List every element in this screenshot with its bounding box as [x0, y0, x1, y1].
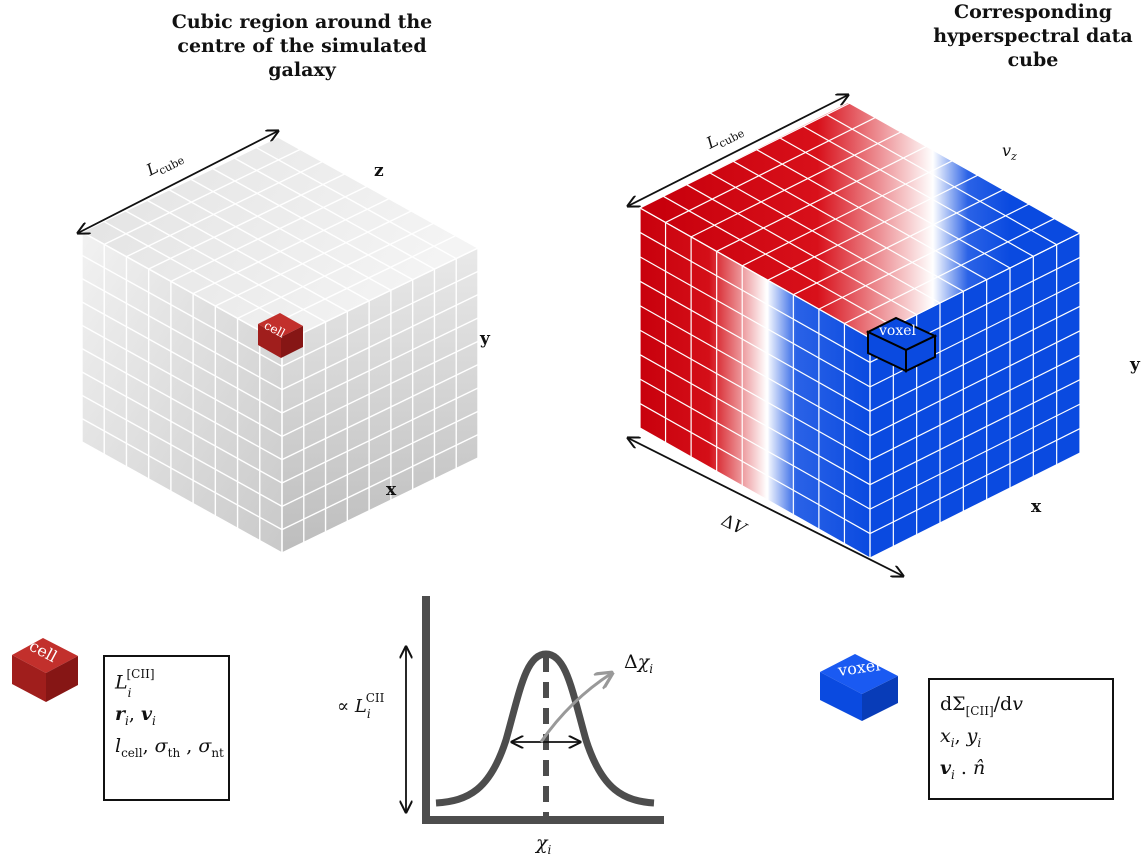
cube-front-face: [82, 232, 282, 553]
lcube-label: Lcube: [142, 146, 186, 183]
cell-luminosity: Li[CII]: [115, 667, 155, 701]
voxel-properties-box: dΣ[CII]/dv xi, yi vi . n̂: [928, 678, 1114, 800]
profile-ylabel: ∝ LiCII: [337, 691, 385, 721]
line-profile: ∝ LiCII χi Δχi: [337, 596, 664, 856]
voxel-icon: voxel: [820, 654, 898, 721]
x-axis-label-right: x: [1031, 497, 1042, 517]
cell-icon: cell: [12, 636, 78, 702]
cell-highlight: cell: [258, 313, 303, 358]
simulation-cube: cell Lcube z y x: [78, 131, 491, 554]
lcube-arrow-right: [628, 95, 848, 206]
voxel-velocity: vi . n̂: [940, 756, 986, 782]
voxel-label: voxel: [878, 323, 917, 339]
lcube-arrow: [78, 131, 278, 233]
delta-v-arrow: [628, 438, 903, 576]
gaussian-curve: [435, 650, 655, 807]
voxel-position: xi, yi: [940, 724, 982, 750]
left-panel-title: Cubic region around the centre of the si…: [171, 11, 433, 81]
right-panel-title: Corresponding hyperspectral data cube: [933, 1, 1133, 71]
cell-properties-box: Li[CII] ri, vi lcell, σth , σnt: [103, 655, 230, 801]
width-label: Δχi: [624, 651, 653, 676]
cell-size-dispersion: lcell, σth , σnt: [115, 734, 224, 760]
y-axis-label: y: [479, 329, 491, 349]
voxel-highlight: voxel: [865, 316, 938, 373]
y-axis-label-right: y: [1129, 355, 1141, 375]
profile-xlabel: χi: [534, 832, 552, 856]
vz-axis-label: vz: [1002, 141, 1017, 163]
delta-v-label: ΔV: [718, 511, 750, 541]
x-axis-label: x: [386, 480, 397, 500]
cell-position-velocity: ri, vi: [115, 703, 156, 728]
data-cube-side-face: [870, 233, 1080, 558]
z-axis-label: z: [374, 161, 384, 181]
voxel-surface-brightness: dΣ[CII]/dv: [940, 693, 1023, 718]
width-pointer-arrow: [539, 673, 612, 743]
data-cube: voxel Lcube ΔV vz y x: [628, 95, 1141, 576]
cube-side-face: [282, 248, 478, 553]
